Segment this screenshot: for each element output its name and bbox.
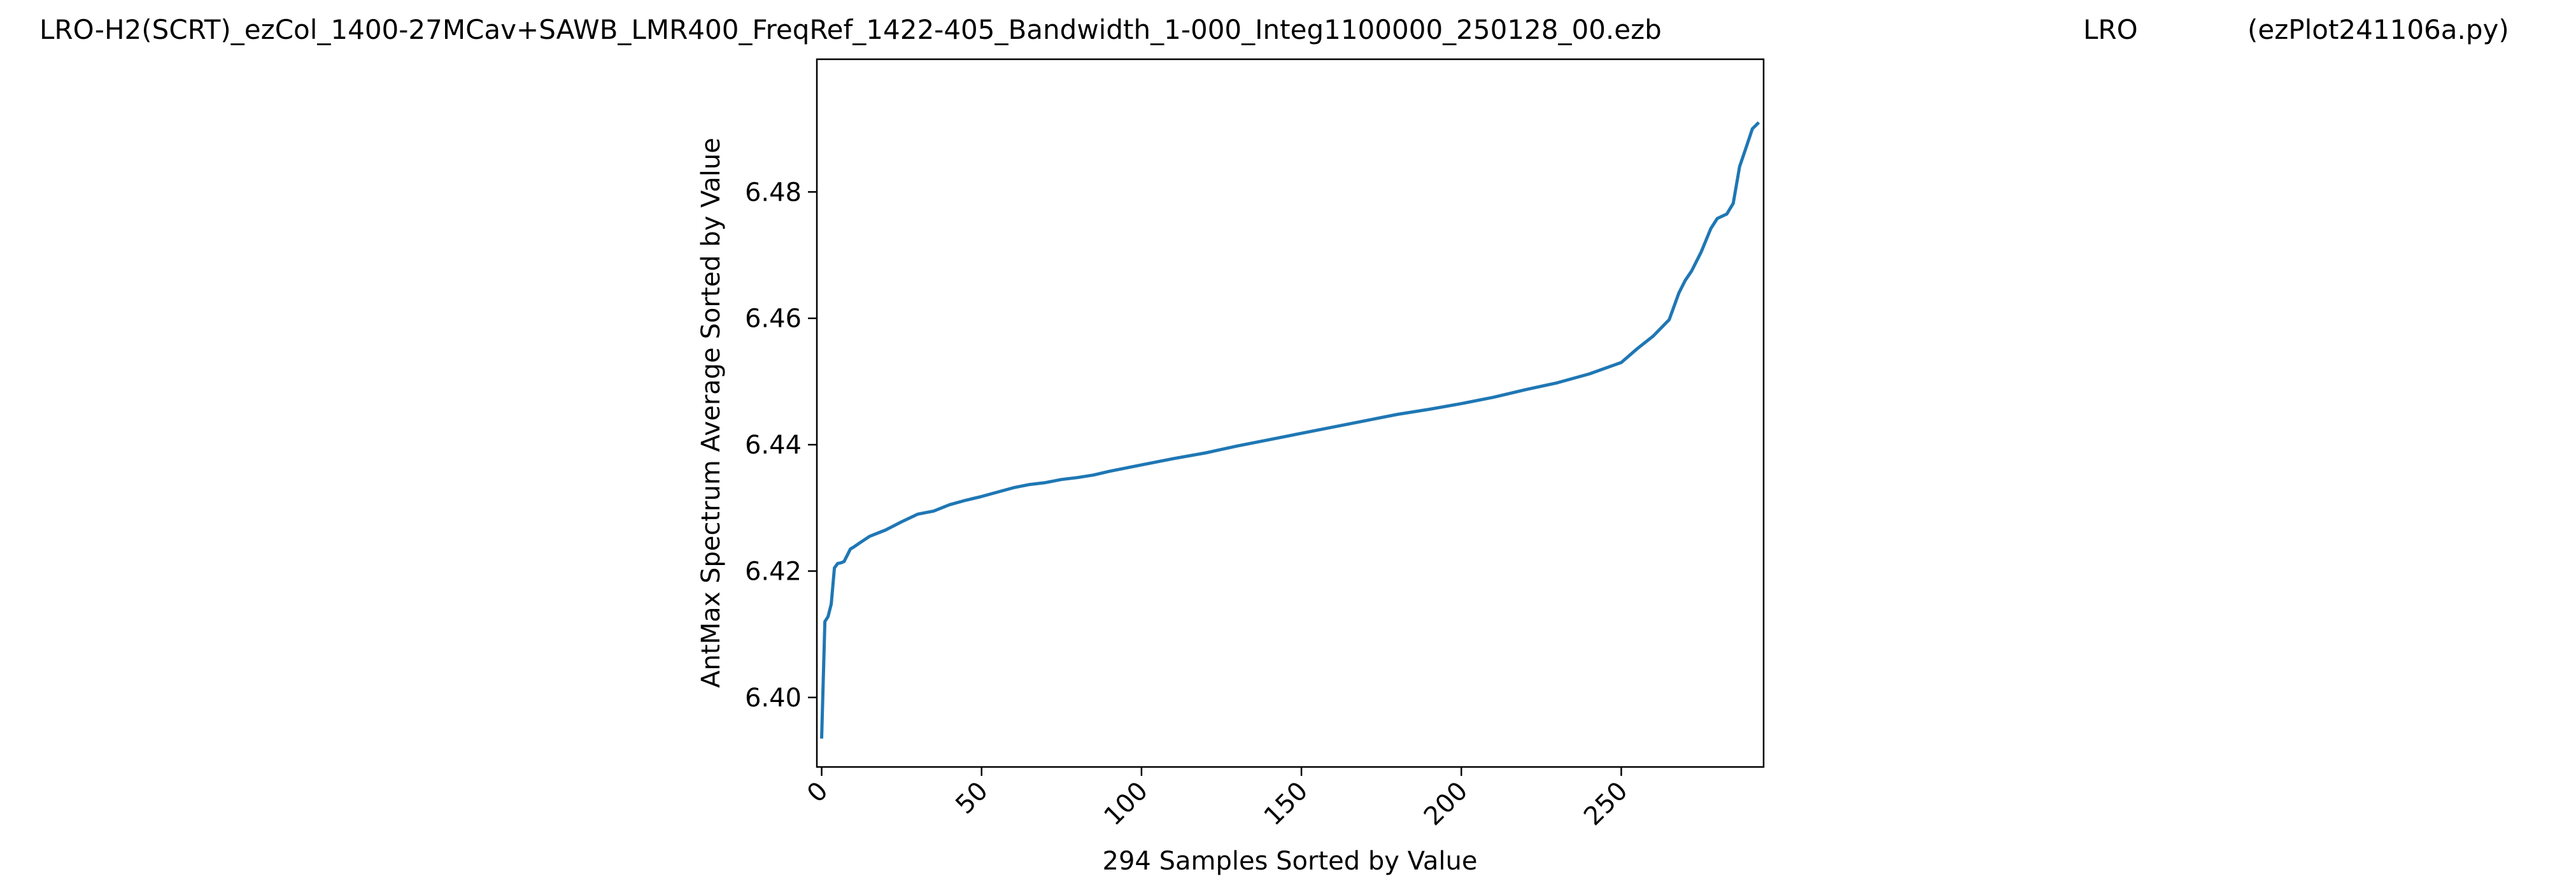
plot-area (817, 59, 1764, 767)
y-tick-label: 6.40 (745, 684, 802, 713)
y-tick-label: 6.46 (745, 304, 802, 334)
y-tick-label: 6.44 (745, 431, 802, 460)
y-axis-label: AntMax Spectrum Average Sorted by Value (697, 138, 726, 688)
y-tick-label: 6.42 (745, 557, 802, 586)
x-axis-ticks: 0 50 100 150 200 250 (802, 767, 1633, 831)
chart-title-station: LRO (2083, 14, 2138, 45)
y-axis-ticks: 6.40 6.42 6.44 6.46 6.48 (745, 178, 817, 713)
x-tick-label: 50 (950, 777, 994, 820)
x-axis-label: 294 Samples Sorted by Value (1103, 847, 1478, 876)
x-tick-label: 100 (1098, 777, 1154, 832)
y-tick-label: 6.48 (745, 178, 802, 207)
chart-title-script: (ezPlot241106a.py) (2247, 14, 2509, 45)
chart-title-filename: LRO-H2(SCRT)_ezCol_1400-27MCav+SAWB_LMR4… (39, 14, 1662, 45)
x-tick-label: 150 (1259, 777, 1314, 832)
x-tick-label: 0 (802, 777, 834, 809)
x-tick-label: 200 (1419, 777, 1474, 832)
series-line (822, 122, 1759, 738)
x-tick-label: 250 (1578, 777, 1634, 832)
